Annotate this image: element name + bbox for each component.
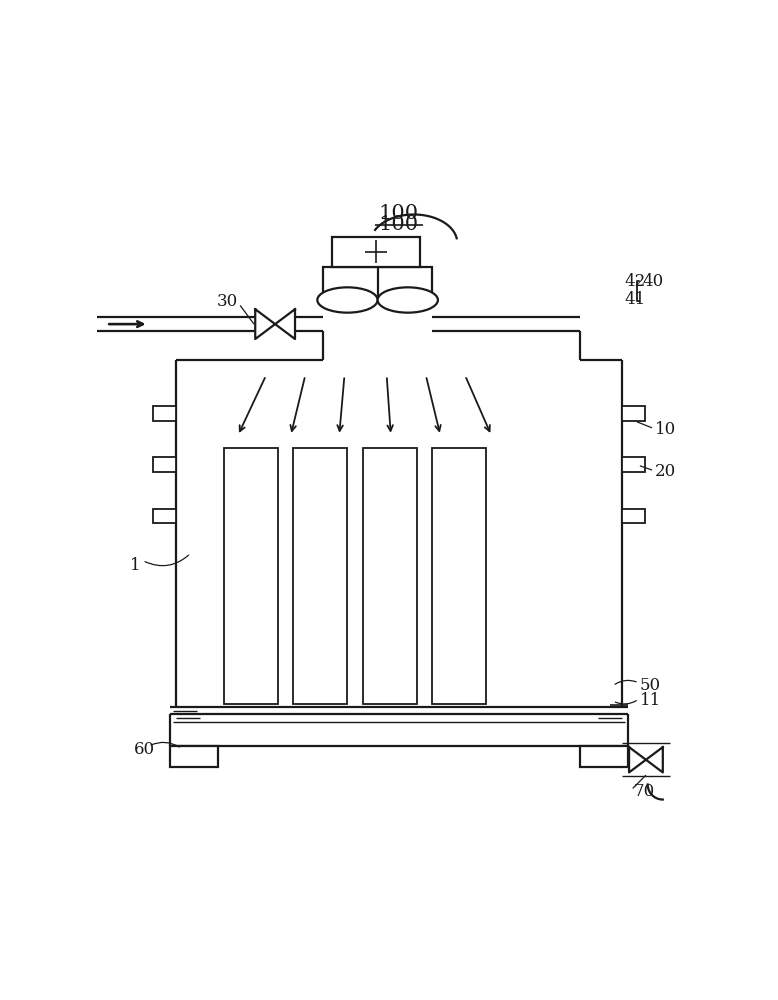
Bar xyxy=(332,237,420,267)
Bar xyxy=(152,509,176,523)
Ellipse shape xyxy=(377,287,438,313)
Bar xyxy=(363,448,417,704)
Polygon shape xyxy=(629,747,646,772)
Text: 41: 41 xyxy=(625,291,646,308)
Bar xyxy=(622,406,645,421)
Text: 70: 70 xyxy=(634,783,655,800)
Polygon shape xyxy=(275,309,295,339)
Bar xyxy=(580,746,628,767)
Polygon shape xyxy=(646,747,663,772)
Text: 100: 100 xyxy=(379,215,419,234)
Text: 30: 30 xyxy=(216,293,237,310)
Text: 42: 42 xyxy=(625,273,646,290)
Bar xyxy=(152,406,176,421)
Polygon shape xyxy=(255,309,275,339)
Bar xyxy=(622,509,645,523)
Bar xyxy=(432,448,486,704)
Ellipse shape xyxy=(317,287,377,313)
Text: 11: 11 xyxy=(640,692,661,709)
Bar xyxy=(152,457,176,472)
Bar xyxy=(293,448,348,704)
Text: 60: 60 xyxy=(134,741,155,758)
Text: 1: 1 xyxy=(131,557,141,574)
Text: 10: 10 xyxy=(655,421,676,438)
Bar xyxy=(622,457,645,472)
Bar xyxy=(324,267,432,297)
Text: 20: 20 xyxy=(655,463,676,480)
Text: 50: 50 xyxy=(640,677,661,694)
Text: 100: 100 xyxy=(379,204,419,223)
Text: 40: 40 xyxy=(643,273,664,290)
Bar xyxy=(170,746,218,767)
Bar xyxy=(224,448,279,704)
